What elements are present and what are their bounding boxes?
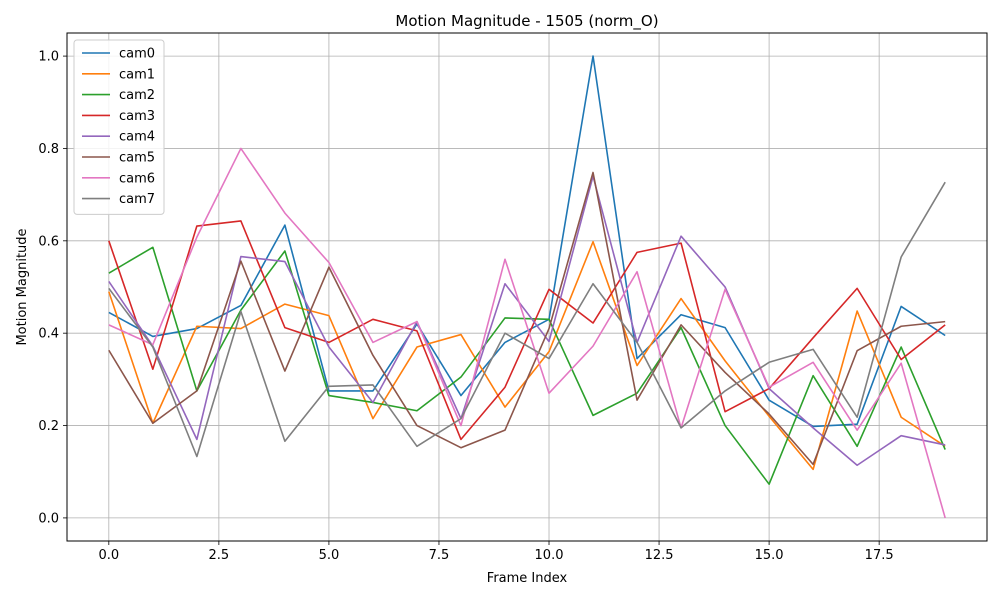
x-tick-label: 0.0 — [98, 548, 119, 563]
series-line-cam6 — [108, 147, 946, 519]
x-tick-label: 5.0 — [319, 548, 340, 563]
legend-label-cam6: cam6 — [119, 171, 155, 186]
y-tick-label: 0.2 — [38, 419, 59, 434]
series-line-cam5 — [108, 171, 946, 466]
axis-ticks: 0.0 2.5 5.0 7.5 10.0 12.5 15.0 17.5 0.0 0.2 0.4 0.6… — [38, 50, 893, 563]
series-lines — [108, 55, 946, 519]
legend-label-cam2: cam2 — [119, 88, 155, 103]
series-line-cam3 — [108, 220, 946, 441]
series-line-cam2 — [108, 246, 946, 486]
legend: cam0 cam1 cam2 cam3 cam4 cam5 cam6 cam7 — [73, 39, 165, 215]
x-axis-label: Frame Index — [487, 571, 568, 586]
x-tick-label: 17.5 — [865, 548, 894, 563]
legend-label-cam5: cam5 — [119, 151, 155, 166]
x-tick-label: 15.0 — [755, 548, 784, 563]
legend-box — [73, 39, 165, 215]
chart-title: Motion Magnitude - 1505 (norm_O) — [395, 12, 658, 31]
series-line-cam4 — [108, 175, 946, 467]
y-tick-label: 0.0 — [38, 511, 59, 526]
legend-label-cam7: cam7 — [119, 192, 155, 207]
y-axis-label: Motion Magnitude — [15, 228, 30, 345]
y-tick-label: 0.8 — [38, 142, 59, 157]
x-tick-label: 12.5 — [645, 548, 674, 563]
x-tick-label: 10.0 — [535, 548, 564, 563]
x-tick-label: 7.5 — [429, 548, 450, 563]
y-tick-label: 1.0 — [38, 50, 59, 65]
legend-label-cam3: cam3 — [119, 109, 155, 124]
y-tick-label: 0.6 — [38, 234, 59, 249]
legend-label-cam1: cam1 — [119, 67, 155, 82]
legend-label-cam4: cam4 — [119, 130, 155, 145]
series-line-cam7 — [108, 181, 946, 458]
plot-frame — [66, 32, 988, 542]
legend-label-cam0: cam0 — [119, 47, 155, 62]
x-tick-label: 2.5 — [209, 548, 230, 563]
y-tick-label: 0.4 — [38, 327, 59, 342]
